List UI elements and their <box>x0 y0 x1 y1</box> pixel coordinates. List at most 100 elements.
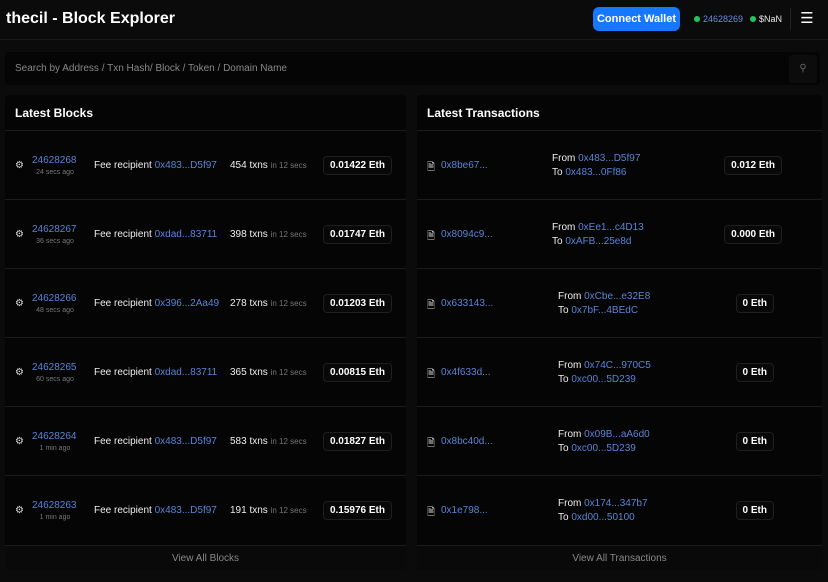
panel-title: Latest Transactions <box>417 95 822 131</box>
document-icon: 🗎 <box>427 507 436 518</box>
block-time: in 12 secs <box>270 506 307 515</box>
from-address-link[interactable]: 0x09B...aA6d0 <box>584 429 650 440</box>
block-age: 48 secs ago <box>36 307 74 314</box>
block-time: in 12 secs <box>270 161 307 170</box>
from-address-link[interactable]: 0xEe1...c4D13 <box>578 222 644 233</box>
from-label: From <box>558 429 582 440</box>
from-label: From <box>558 291 582 302</box>
document-icon: 🗎 <box>427 369 436 380</box>
search-bar: ⚲ <box>5 52 820 85</box>
to-address-link[interactable]: 0x483...0Ff86 <box>565 167 627 178</box>
tx-hash-link[interactable]: 0x8be67... <box>441 160 488 171</box>
from-to: From 0xEe1...c4D13 To 0xAFB...25e8d <box>552 221 644 249</box>
hamburger-icon[interactable]: ☰ <box>800 10 814 27</box>
to-label: To <box>558 512 569 523</box>
fee-recipient-link[interactable]: 0x396...2Aa49 <box>154 298 220 309</box>
block-reward-badge: 0.01747 Eth <box>322 225 392 244</box>
from-address-link[interactable]: 0x174...347b7 <box>584 498 648 509</box>
cube-icon: ⚙ <box>15 505 24 516</box>
tx-value-badge: 0.012 Eth <box>724 156 782 175</box>
transaction-row: 🗎 0x8bc40d... From 0x09B...aA6d0 To 0xc0… <box>417 407 822 476</box>
block-number-link[interactable]: 24628263 <box>32 500 77 511</box>
block-age: 24 secs ago <box>36 169 74 176</box>
tx-hash-link[interactable]: 0x8094c9... <box>441 229 493 240</box>
transaction-row: 🗎 0x633143... From 0xCbe...e32E8 To 0x7b… <box>417 269 822 338</box>
to-address-link[interactable]: 0x7bF...4BEdC <box>571 305 639 316</box>
panel-title: Latest Blocks <box>5 95 406 131</box>
block-number-link[interactable]: 24628268 <box>32 155 77 166</box>
transaction-row: 🗎 0x8be67... From 0x483...D5f97 To 0x483… <box>417 131 822 200</box>
tx-value-badge: 0 Eth <box>735 294 774 313</box>
tx-value-badge: 0.000 Eth <box>724 225 782 244</box>
fee-label: Fee recipient <box>94 436 152 447</box>
document-icon: 🗎 <box>427 438 436 449</box>
document-icon: 🗎 <box>427 300 436 311</box>
block-reward-badge: 0.15976 Eth <box>322 501 392 520</box>
transaction-row: 🗎 0x4f633d... From 0x74C...970C5 To 0xc0… <box>417 338 822 407</box>
document-icon: 🗎 <box>427 231 436 242</box>
fee-recipient-link[interactable]: 0x483...D5f97 <box>154 436 217 447</box>
fee-recipient-link[interactable]: 0x483...D5f97 <box>154 160 217 171</box>
from-label: From <box>552 222 576 233</box>
search-icon[interactable]: ⚲ <box>789 54 817 83</box>
tx-hash-link[interactable]: 0x8bc40d... <box>441 436 493 447</box>
block-row: ⚙ 24628264 1 min ago Fee recipient 0x483… <box>5 407 406 476</box>
txn-number: 278 <box>230 298 247 309</box>
from-to: From 0x09B...aA6d0 To 0xc00...5D239 <box>558 428 650 456</box>
block-number-link[interactable]: 24628267 <box>32 224 77 235</box>
to-address-link[interactable]: 0xd00...50100 <box>571 512 635 523</box>
latest-blocks-panel: Latest Blocks ⚙ 24628268 24 secs ago Fee… <box>5 95 406 570</box>
fee-recipient-link[interactable]: 0xdad...83711 <box>154 367 218 378</box>
tx-hash-link[interactable]: 0x633143... <box>441 298 494 309</box>
txns-label: txns <box>249 160 268 171</box>
from-address-link[interactable]: 0xCbe...e32E8 <box>584 291 651 302</box>
to-address-link[interactable]: 0xc00...5D239 <box>571 374 636 385</box>
block-age: 60 secs ago <box>36 376 74 383</box>
fee-label: Fee recipient <box>94 229 152 240</box>
block-number-link[interactable]: 24628264 <box>32 431 77 442</box>
search-input[interactable] <box>5 63 789 74</box>
from-address-link[interactable]: 0x74C...970C5 <box>584 360 651 371</box>
from-label: From <box>552 153 576 164</box>
txn-count: 583 txns in 12 secs <box>230 436 307 447</box>
txns-label: txns <box>249 505 268 516</box>
tx-hash-link[interactable]: 0x1e798... <box>441 505 488 516</box>
block-number-link[interactable]: 24628266 <box>32 293 77 304</box>
eth-price: $NaN <box>759 14 783 24</box>
fee-recipient-link[interactable]: 0x483...D5f97 <box>154 505 217 516</box>
to-label: To <box>558 305 569 316</box>
divider <box>790 8 791 30</box>
tx-hash-link[interactable]: 0x4f633d... <box>441 367 491 378</box>
block-time: in 12 secs <box>270 230 307 239</box>
from-label: From <box>558 498 582 509</box>
txn-number: 583 <box>230 436 247 447</box>
block-time: in 12 secs <box>270 368 307 377</box>
document-icon: 🗎 <box>427 162 436 173</box>
transaction-row: 🗎 0x8094c9... From 0xEe1...c4D13 To 0xAF… <box>417 200 822 269</box>
block-age: 1 min ago <box>39 514 71 521</box>
block-row: ⚙ 24628265 60 secs ago Fee recipient 0xd… <box>5 338 406 407</box>
to-address-link[interactable]: 0xc00...5D239 <box>571 443 636 454</box>
txn-number: 365 <box>230 367 247 378</box>
txn-count: 365 txns in 12 secs <box>230 367 307 378</box>
block-number-link[interactable]: 24628265 <box>32 362 77 373</box>
fee-recipient: Fee recipient 0x483...D5f97 <box>94 160 217 171</box>
from-to: From 0x74C...970C5 To 0xc00...5D239 <box>558 359 651 387</box>
txns-label: txns <box>249 229 268 240</box>
to-address-link[interactable]: 0xAFB...25e8d <box>565 236 632 247</box>
txn-count: 278 txns in 12 secs <box>230 298 307 309</box>
block-age: 36 secs ago <box>36 238 74 245</box>
view-all-transactions-link[interactable]: View All Transactions <box>417 545 822 570</box>
txn-number: 191 <box>230 505 247 516</box>
txns-label: txns <box>249 367 268 378</box>
connect-wallet-button[interactable]: Connect Wallet <box>593 7 680 31</box>
txn-count: 454 txns in 12 secs <box>230 160 307 171</box>
view-all-blocks-link[interactable]: View All Blocks <box>5 545 406 570</box>
cube-icon: ⚙ <box>15 367 24 378</box>
block-row: ⚙ 24628266 48 secs ago Fee recipient 0x3… <box>5 269 406 338</box>
block-reward-badge: 0.01827 Eth <box>322 432 392 451</box>
fee-recipient: Fee recipient 0xdad...83711 <box>94 367 217 378</box>
fee-recipient-link[interactable]: 0xdad...83711 <box>154 229 218 240</box>
block-row: ⚙ 24628268 24 secs ago Fee recipient 0x4… <box>5 131 406 200</box>
from-address-link[interactable]: 0x483...D5f97 <box>578 153 641 164</box>
